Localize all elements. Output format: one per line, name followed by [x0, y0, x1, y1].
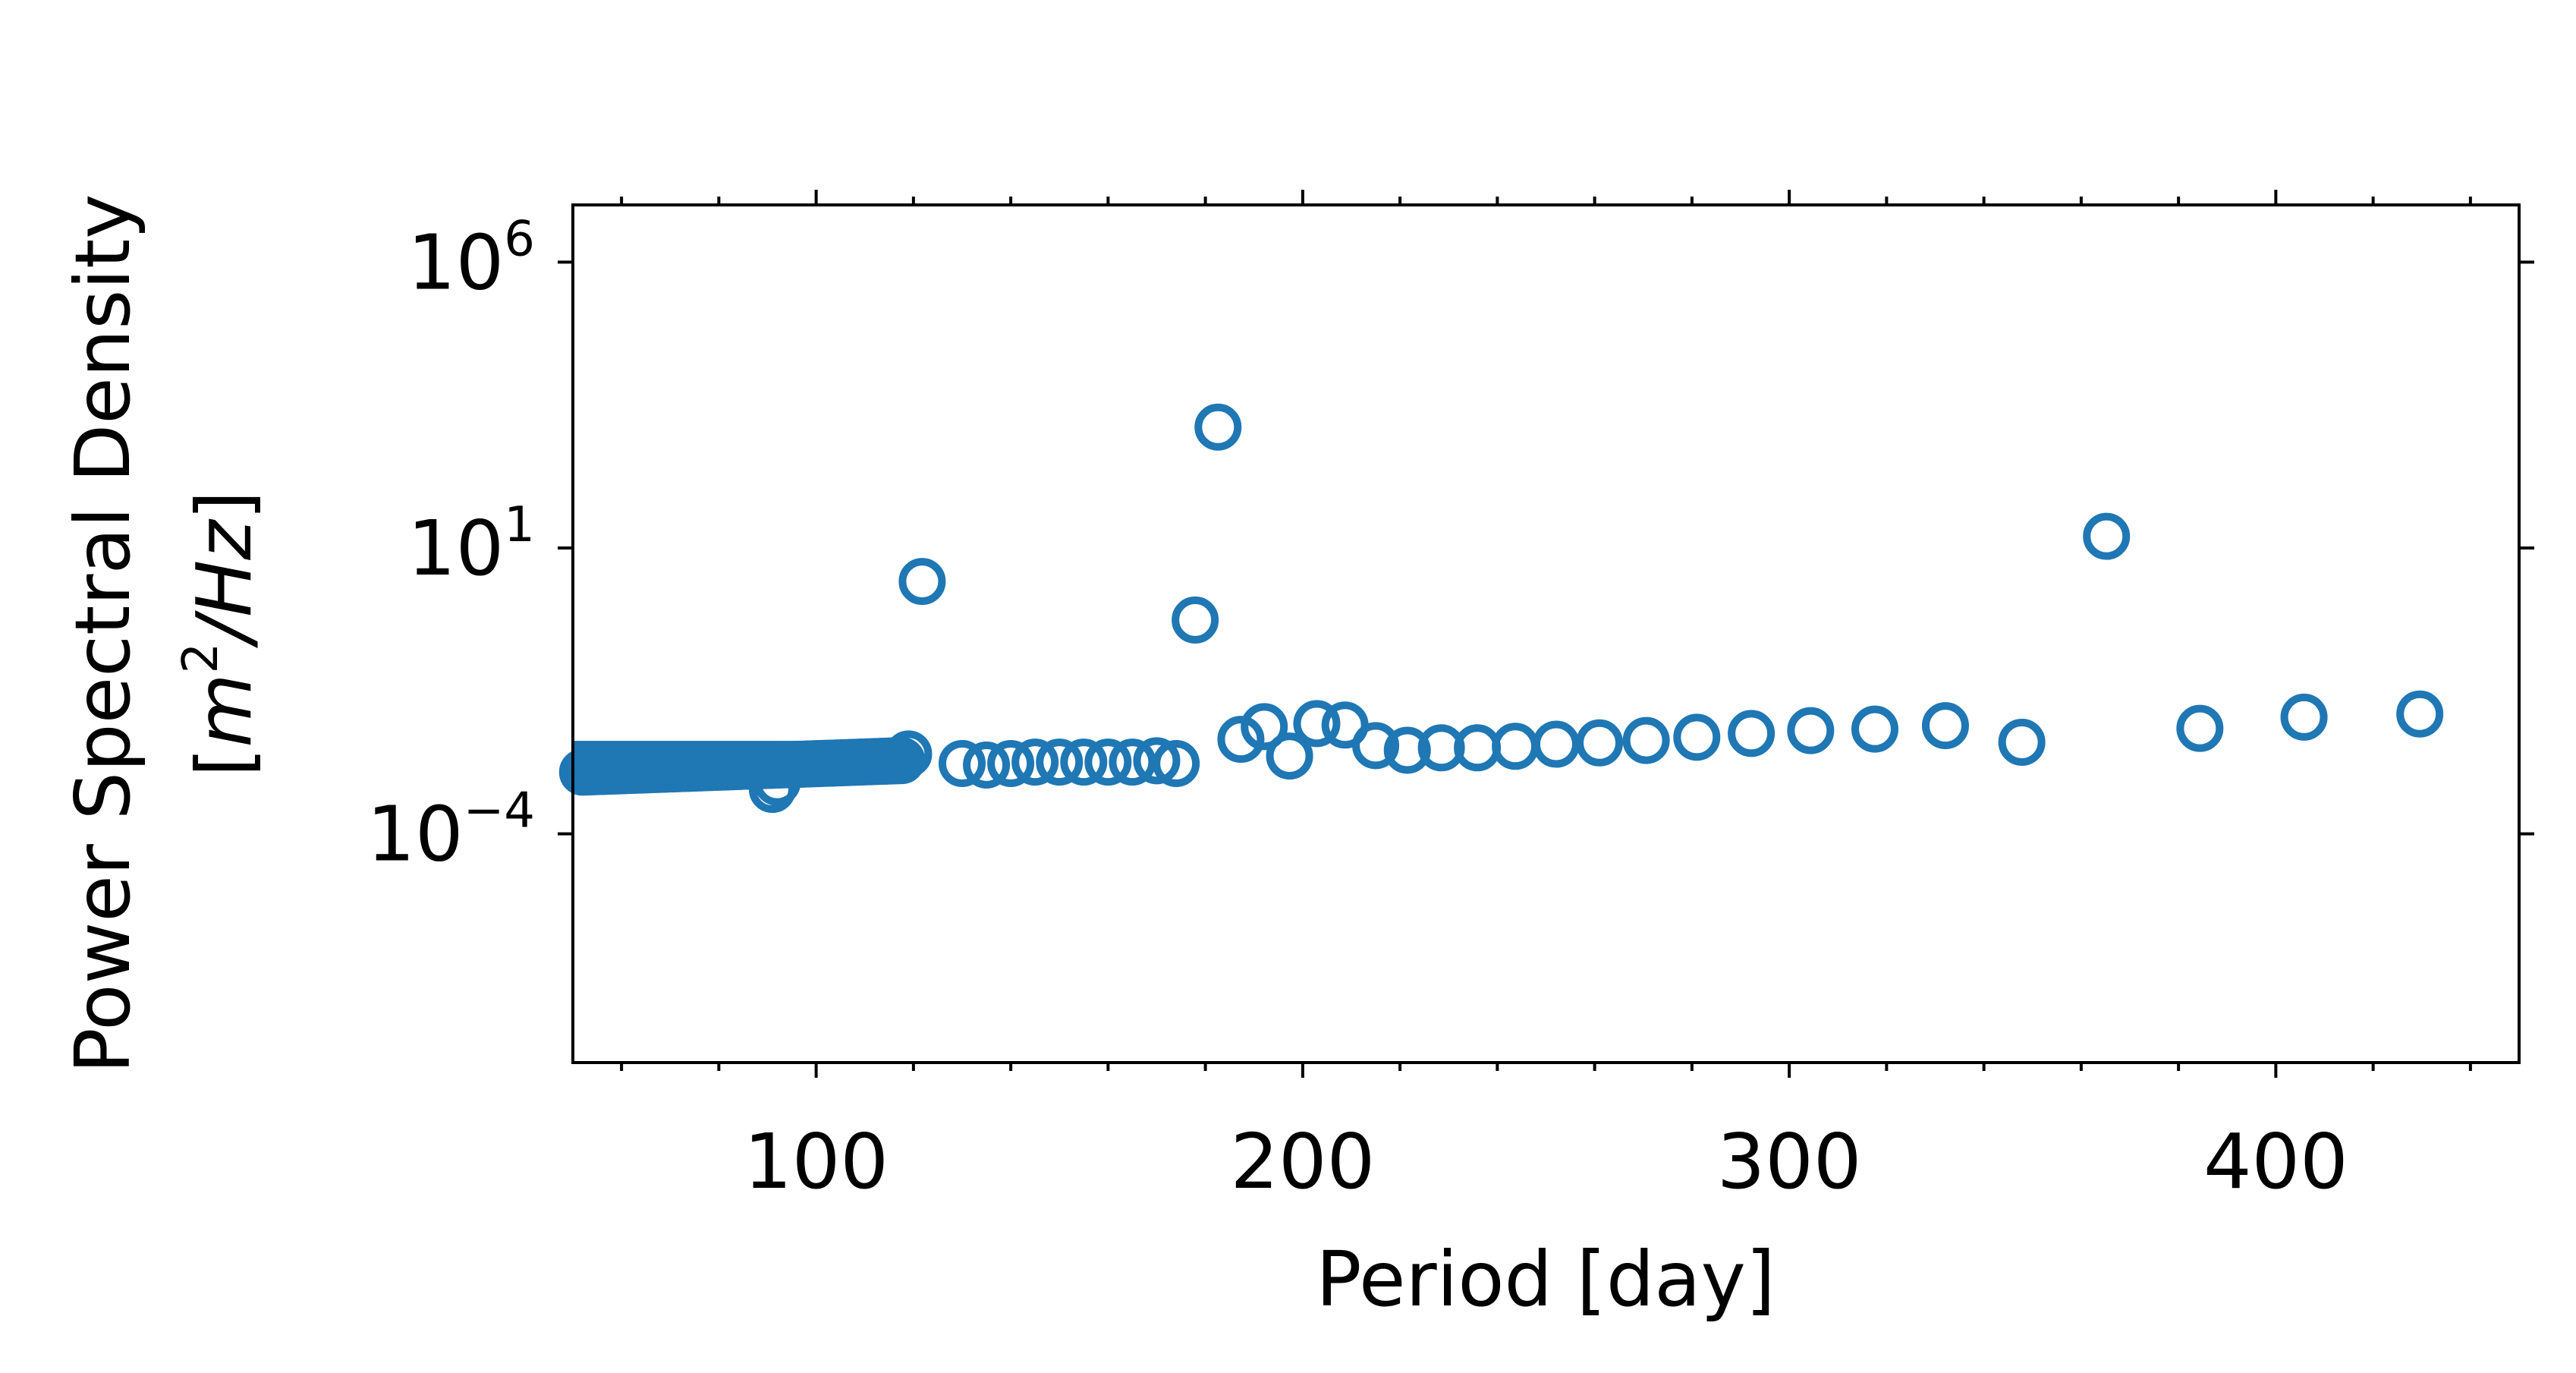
data-point: [2176, 704, 2224, 752]
data-point: [1576, 719, 1624, 767]
data-point: [2280, 693, 2328, 741]
data-point: [1241, 703, 1288, 751]
data-point: [1532, 720, 1580, 768]
y-axis-label: Power Spectral Density: [58, 194, 147, 1074]
y-tick-exponent: −4: [464, 783, 535, 839]
data-point: [1352, 722, 1400, 770]
dense-data-point: [878, 737, 926, 785]
data-point: [2083, 512, 2131, 560]
data-point: [885, 730, 933, 778]
y-axis-unit-group: [m2/Hz]: [173, 490, 269, 777]
data-point: [1153, 739, 1200, 787]
data-point: [1060, 738, 1108, 786]
y-tick-base: 10: [407, 504, 504, 593]
y-tick-base: 10: [366, 790, 463, 879]
data-point: [1787, 707, 1835, 754]
data-point: [1084, 738, 1132, 786]
y-unit-exponent: 2: [173, 643, 229, 674]
data-point: [753, 758, 801, 806]
data-point: [939, 739, 986, 787]
data-point: [898, 558, 946, 606]
x-tick-label-300: 300: [1717, 1117, 1862, 1206]
y-unit-open-bracket: [: [180, 748, 269, 777]
x-axis-label: Period [day]: [1316, 1235, 1776, 1324]
data-point: [1998, 718, 2046, 766]
data-point: [1217, 716, 1265, 764]
y-tick-label-1e1: 101: [407, 497, 535, 593]
dense-low-period-markers: [558, 737, 926, 796]
data-point: [1383, 726, 1431, 774]
axis-ticks: [558, 190, 2534, 1078]
data-point: [1622, 716, 1670, 764]
y-tick-labels: 10−4 101 106: [366, 211, 535, 878]
data-point: [1266, 732, 1313, 780]
data-point: [1172, 596, 1219, 644]
data-point: [1851, 705, 1898, 753]
data-point: [1036, 738, 1084, 786]
data-point: [1673, 713, 1721, 761]
y-tick-label-1e6: 106: [407, 211, 535, 307]
plot-frame: [571, 203, 2521, 1064]
x-tick-labels: 100 200 300 400: [744, 1117, 2348, 1206]
data-point: [1728, 710, 1776, 757]
y-unit-close-bracket: ]: [180, 490, 269, 520]
y-tick-exponent: 1: [504, 497, 535, 553]
y-tick-base: 10: [407, 218, 504, 307]
data-point: [2396, 690, 2444, 738]
x-tick-label-200: 200: [1230, 1117, 1375, 1206]
y-tick-exponent: 6: [504, 211, 535, 267]
data-point: [987, 739, 1035, 787]
y-axis-unit: [m2/Hz]: [173, 490, 269, 777]
data-point: [1133, 737, 1181, 785]
data-markers: [748, 403, 2444, 814]
data-point: [963, 741, 1011, 789]
data-point: [1109, 738, 1156, 786]
data-point: [1293, 700, 1341, 748]
y-unit-m: m: [180, 673, 269, 747]
data-point: [1011, 738, 1059, 786]
x-tick-label-100: 100: [744, 1117, 889, 1206]
x-tick-label-400: 400: [2203, 1117, 2348, 1206]
y-unit-rest: /Hz: [180, 518, 269, 649]
y-tick-label-1e-4: 10−4: [366, 783, 535, 879]
data-point: [1194, 403, 1242, 451]
y-axis-label-group: Power Spectral Density: [58, 194, 147, 1074]
data-point: [1492, 723, 1540, 770]
data-point: [1921, 702, 1969, 750]
